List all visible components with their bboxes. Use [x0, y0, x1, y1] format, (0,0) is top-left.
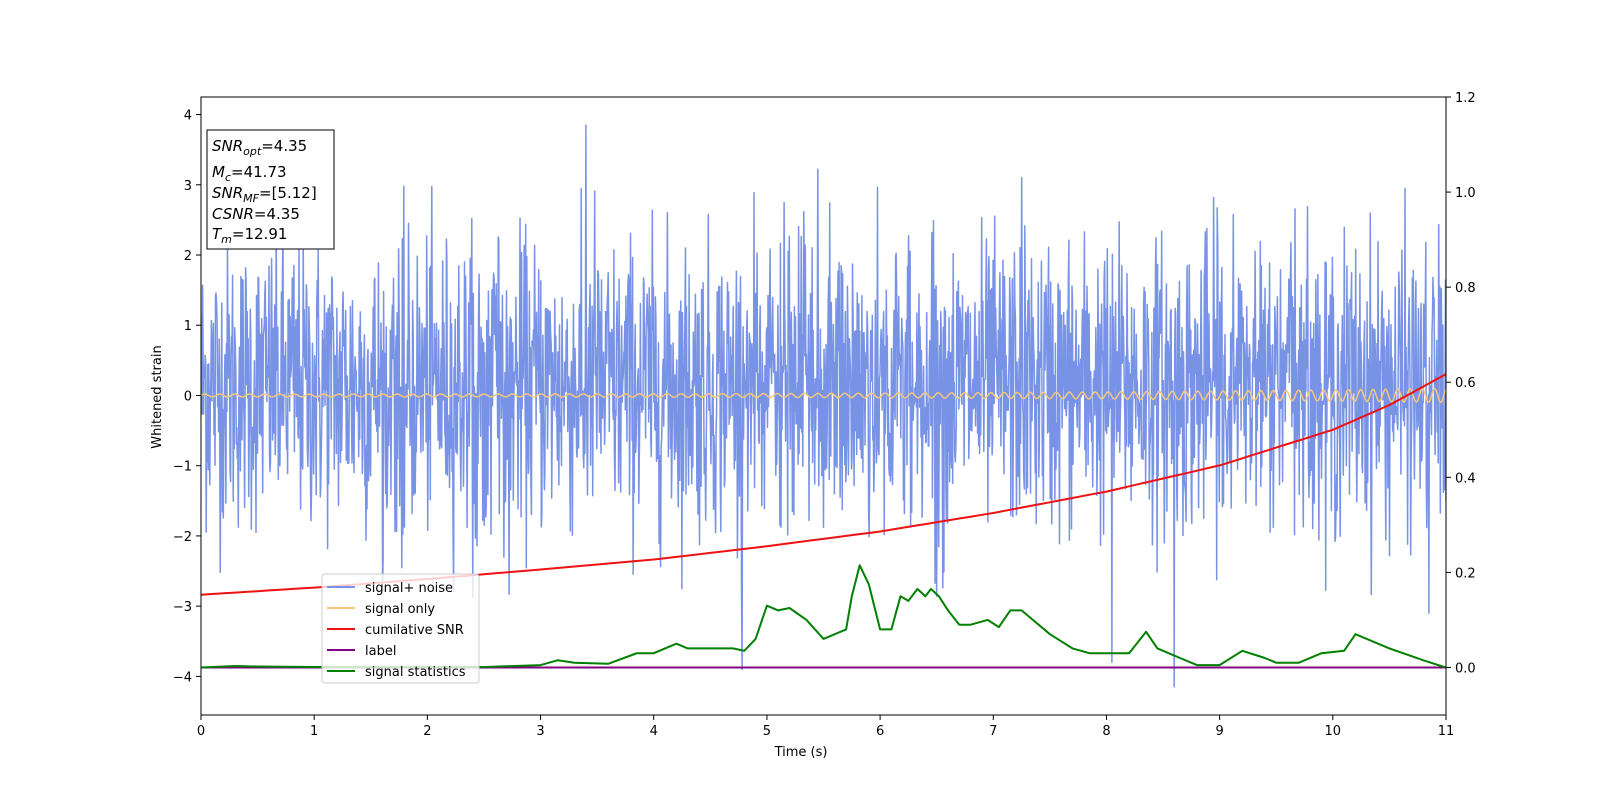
x-tick-label: 9 — [1215, 724, 1223, 739]
stat-line: Mc=41.73 — [212, 163, 287, 184]
x-axis-label: Time (s) — [774, 745, 828, 760]
x-tick-label: 0 — [197, 724, 205, 739]
legend-entry-label: label — [365, 644, 396, 659]
legend-entry-label: signal only — [365, 602, 435, 617]
y-tick-label: 4 — [184, 109, 192, 124]
legend-entry-label: cumilative SNR — [365, 623, 464, 638]
series-signal-statistics-line — [201, 564, 1446, 669]
stat-line: SNRopt=4.35 — [212, 137, 307, 158]
y2-tick-label: 1.2 — [1455, 91, 1476, 106]
y-tick-label: 3 — [184, 179, 192, 194]
stat-line: SNRMF=[5.12] — [212, 184, 317, 205]
y2-tick-label: 0.0 — [1455, 661, 1476, 676]
y-tick-label: 1 — [184, 319, 192, 334]
x-tick-label: 11 — [1438, 724, 1455, 739]
y2-tick-label: 0.2 — [1455, 566, 1476, 581]
x-tick-label: 3 — [536, 724, 544, 739]
y-tick-label: −4 — [173, 670, 192, 685]
y2-tick-label: 1.0 — [1455, 186, 1476, 201]
plot-frame — [200, 96, 1447, 716]
legend-entry-label: signal statistics — [365, 665, 466, 680]
stat-line: CSNR=4.35 — [212, 205, 300, 223]
legend-box — [321, 573, 480, 684]
legend-entry-label: signal+ noise — [365, 581, 453, 596]
series-signal-only-line — [201, 387, 1446, 404]
x-tick-label: 5 — [763, 724, 771, 739]
x-tick-label: 2 — [423, 724, 431, 739]
x-tick-label: 1 — [310, 724, 318, 739]
y-tick-label: −1 — [173, 460, 192, 475]
x-tick-label: 7 — [989, 724, 997, 739]
y-tick-label: −3 — [173, 600, 192, 615]
stats-annotation-box: SNRopt=4.35 Mc=41.73SNRMF=[5.12]CSNR=4.35… — [206, 129, 335, 250]
y2-tick-label: 0.8 — [1455, 281, 1476, 296]
x-tick-label: 10 — [1325, 724, 1342, 739]
y2-tick-label: 0.4 — [1455, 471, 1476, 486]
x-tick-label: 6 — [876, 724, 884, 739]
y-tick-label: −2 — [173, 530, 192, 545]
y-axis-label: Whitened strain — [150, 345, 165, 448]
annotation-frame — [206, 129, 335, 250]
x-tick-label: 4 — [650, 724, 658, 739]
y-tick-label: 0 — [184, 389, 192, 404]
y2-tick-label: 0.6 — [1455, 376, 1476, 391]
series-signal-noise-line — [201, 124, 1446, 688]
stat-line: Tm=12.91 — [212, 225, 287, 246]
x-tick-label: 8 — [1102, 724, 1110, 739]
y-tick-label: 2 — [184, 249, 192, 264]
legend: signal+ noise signal only cumilative SNR la… — [321, 573, 480, 684]
